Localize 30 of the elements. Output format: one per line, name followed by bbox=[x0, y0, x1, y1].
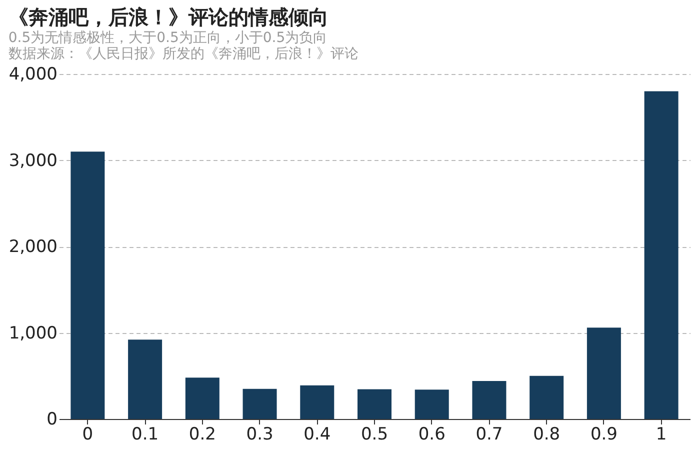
x-tick-label: 0.4 bbox=[304, 424, 331, 444]
bar bbox=[644, 91, 678, 419]
bar bbox=[530, 376, 564, 419]
x-tick-label: 0.1 bbox=[132, 424, 159, 444]
bar bbox=[586, 328, 621, 419]
y-tick-label: 3,000 bbox=[8, 150, 58, 171]
x-tick-label: 0.8 bbox=[533, 424, 560, 444]
bar bbox=[70, 152, 105, 419]
text: 数据来源：《人民日报》所发的《奔涌吧，后浪！》评论 bbox=[8, 46, 358, 62]
bar bbox=[414, 390, 449, 419]
x-tick-label: 0.3 bbox=[246, 424, 274, 444]
x-tick-label: 0.9 bbox=[590, 424, 618, 444]
x-tick-label: 1 bbox=[656, 424, 667, 444]
x-tick-label: 0 bbox=[82, 424, 94, 444]
bar bbox=[185, 378, 220, 419]
y-tick-label: 4,000 bbox=[8, 64, 58, 84]
chart-title: 《奔涌吧，后浪！》评论的情感倾向 bbox=[8, 5, 328, 29]
text: 0.5为无情感极性，大于0.5为正向，小于0.5为负向 bbox=[8, 30, 328, 46]
bar bbox=[358, 389, 392, 419]
x-tick-label: 0.6 bbox=[418, 424, 446, 444]
x-tick-label: 0.5 bbox=[360, 424, 388, 444]
x-tick-label: 0.2 bbox=[188, 424, 216, 444]
y-tick-label: 0 bbox=[46, 410, 58, 430]
bar bbox=[242, 388, 277, 419]
y-tick-label: 1,000 bbox=[8, 323, 58, 344]
x-tick-label: 0.7 bbox=[476, 424, 503, 444]
bar bbox=[300, 385, 334, 419]
y-tick-label: 2,000 bbox=[8, 237, 58, 257]
bar bbox=[472, 381, 506, 419]
bar bbox=[128, 340, 162, 419]
